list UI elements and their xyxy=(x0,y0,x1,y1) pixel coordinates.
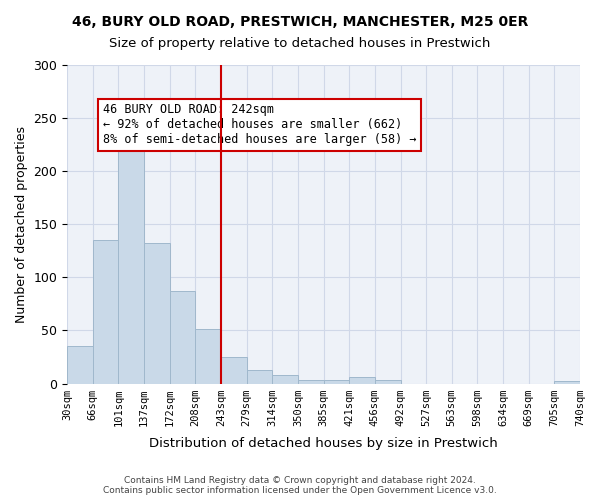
Bar xyxy=(67,346,93,384)
Bar xyxy=(221,357,247,384)
Bar xyxy=(144,244,170,384)
Bar xyxy=(349,377,375,384)
Text: 46 BURY OLD ROAD: 242sqm
← 92% of detached houses are smaller (662)
8% of semi-d: 46 BURY OLD ROAD: 242sqm ← 92% of detach… xyxy=(103,103,416,146)
Bar xyxy=(247,370,272,384)
Bar xyxy=(323,380,349,384)
Bar xyxy=(272,375,298,384)
Bar xyxy=(170,291,196,384)
Y-axis label: Number of detached properties: Number of detached properties xyxy=(15,126,28,323)
Bar xyxy=(196,330,221,384)
Bar xyxy=(298,380,323,384)
Bar xyxy=(118,140,144,384)
Bar xyxy=(554,382,580,384)
Bar xyxy=(375,380,401,384)
Bar xyxy=(93,240,118,384)
Text: Size of property relative to detached houses in Prestwich: Size of property relative to detached ho… xyxy=(109,38,491,51)
Text: 46, BURY OLD ROAD, PRESTWICH, MANCHESTER, M25 0ER: 46, BURY OLD ROAD, PRESTWICH, MANCHESTER… xyxy=(72,15,528,29)
Text: Contains HM Land Registry data © Crown copyright and database right 2024.
Contai: Contains HM Land Registry data © Crown c… xyxy=(103,476,497,495)
X-axis label: Distribution of detached houses by size in Prestwich: Distribution of detached houses by size … xyxy=(149,437,498,450)
